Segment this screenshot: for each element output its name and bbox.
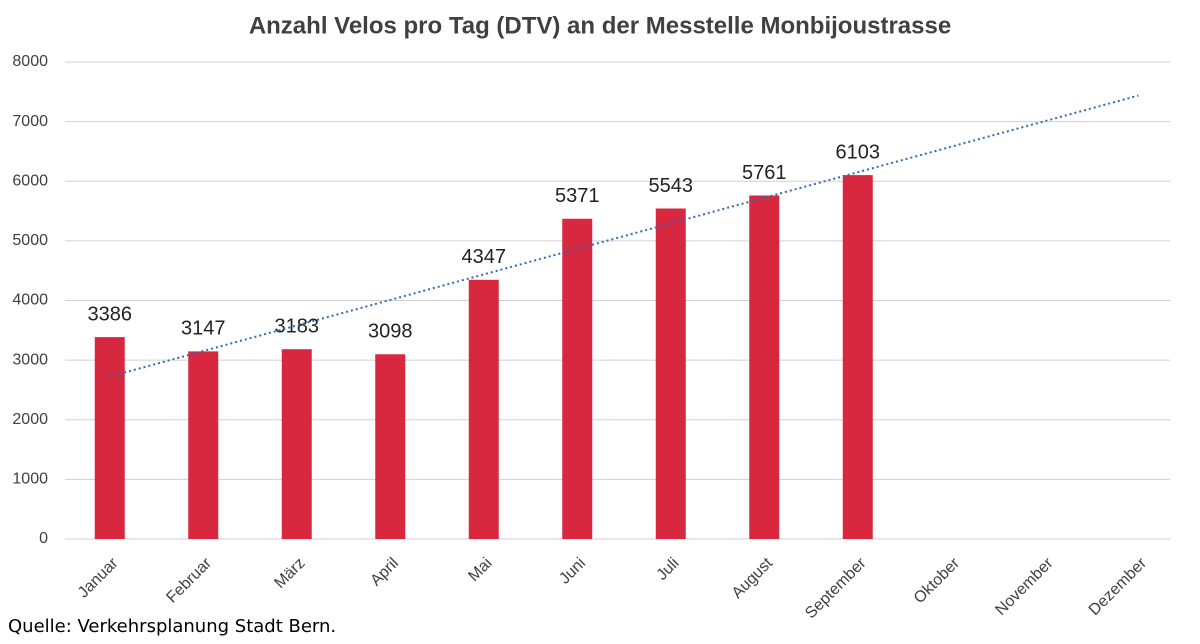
x-tick-label: Juni [556,555,589,588]
x-tick-label: Juli [654,555,683,584]
data-label: 5543 [649,175,694,197]
data-label: 6103 [836,141,881,163]
x-tick-label: August [729,554,777,602]
bar [188,351,219,539]
x-tick-label: November [992,554,1057,619]
bar [655,208,686,539]
x-tick-label: Januar [75,554,122,601]
y-tick-label: 0 [39,530,48,547]
x-tick-label: September [802,554,870,622]
bar [94,337,125,539]
x-tick-label: Dezember [1086,554,1151,619]
bar [468,279,499,539]
y-tick-label: 2000 [12,411,48,428]
data-label: 3098 [368,321,413,343]
y-tick-label: 5000 [12,232,48,249]
x-tick-label: März [271,555,308,592]
bar [375,354,406,539]
y-tick-label: 3000 [12,351,48,368]
data-label: 3183 [275,315,320,337]
data-label: 4347 [462,246,507,268]
source-note: Quelle: Verkehrsplanung Stadt Bern. [8,616,336,637]
bar [842,175,873,539]
y-tick-label: 1000 [12,471,48,488]
x-tick-label: Oktober [911,554,964,607]
trendline [109,94,1139,378]
y-tick-label: 6000 [12,172,48,189]
y-tick-label: 7000 [12,113,48,130]
data-label: 3147 [181,318,226,340]
x-tick-label: Februar [163,554,215,606]
x-tick-label: April [367,555,402,590]
y-tick-label: 8000 [12,53,48,70]
data-label: 5761 [742,162,787,184]
chart-title: Anzahl Velos pro Tag (DTV) an der Messte… [249,12,951,39]
y-tick-label: 4000 [12,292,48,309]
bar [562,218,593,539]
data-label: 3386 [88,303,133,325]
x-tick-label: Mai [465,555,495,585]
bar [281,349,312,539]
data-label: 5371 [555,185,600,207]
bar [749,195,780,540]
